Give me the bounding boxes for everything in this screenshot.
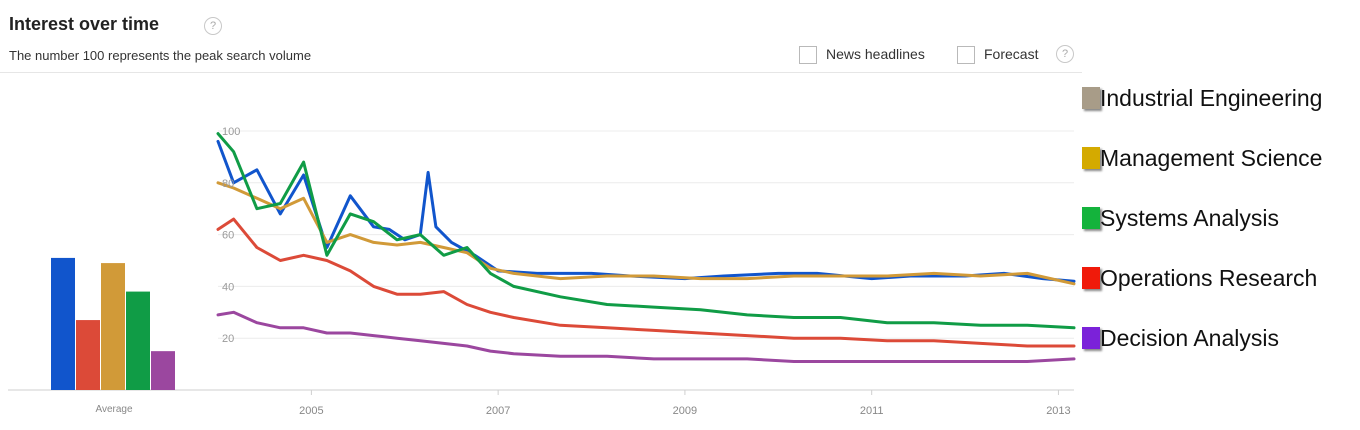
series-line <box>216 310 1076 363</box>
average-label: Average <box>95 404 133 415</box>
help-icon[interactable]: ? <box>204 17 222 35</box>
series-line <box>216 139 1076 283</box>
y-tick-label: 40 <box>222 281 234 293</box>
news-headlines-label[interactable]: News headlines <box>826 46 925 62</box>
average-bar <box>101 263 125 390</box>
y-tick-label: 100 <box>222 126 240 138</box>
x-tick-label: 2013 <box>1046 405 1070 417</box>
legend-swatch <box>1082 87 1100 109</box>
average-bar <box>76 320 100 390</box>
legend-label: Industrial Engineering <box>1100 85 1323 111</box>
chart-subtitle: The number 100 represents the peak searc… <box>9 48 312 63</box>
series-line <box>216 132 1076 330</box>
chart-header: Interest over time ? The number 100 repr… <box>0 0 1082 73</box>
y-tick-label: 20 <box>222 333 234 345</box>
average-bar <box>151 351 175 390</box>
forecast-checkbox[interactable] <box>957 46 975 64</box>
x-tick-label: 2007 <box>486 405 510 417</box>
x-tick-label: 2009 <box>673 405 697 417</box>
x-tick-label: 2005 <box>299 405 323 417</box>
legend-label: Management Science <box>1100 145 1323 171</box>
legend-label: Decision Analysis <box>1100 325 1279 351</box>
legend-swatch <box>1082 207 1100 229</box>
interest-chart: 20 40 60 80 100 2005 2007 2009 2011 2013 Average <box>8 126 1076 417</box>
legend-swatch <box>1082 267 1100 289</box>
legend-label: Operations Research <box>1100 265 1318 291</box>
legend-label: Systems Analysis <box>1100 205 1279 231</box>
chart-title: Interest over time <box>9 14 160 34</box>
forecast-help-icon[interactable]: ? <box>1056 45 1074 63</box>
series-line <box>216 181 1076 286</box>
legend-swatch <box>1082 147 1100 169</box>
news-headlines-checkbox[interactable] <box>799 46 817 64</box>
series-line <box>216 217 1076 348</box>
y-tick-label: 60 <box>222 230 234 242</box>
average-bar <box>126 291 150 390</box>
legend-swatch <box>1082 327 1100 349</box>
x-tick-label: 2011 <box>860 405 884 417</box>
average-bar <box>51 257 75 390</box>
y-tick-label: 80 <box>222 178 234 190</box>
forecast-label[interactable]: Forecast <box>984 46 1039 62</box>
